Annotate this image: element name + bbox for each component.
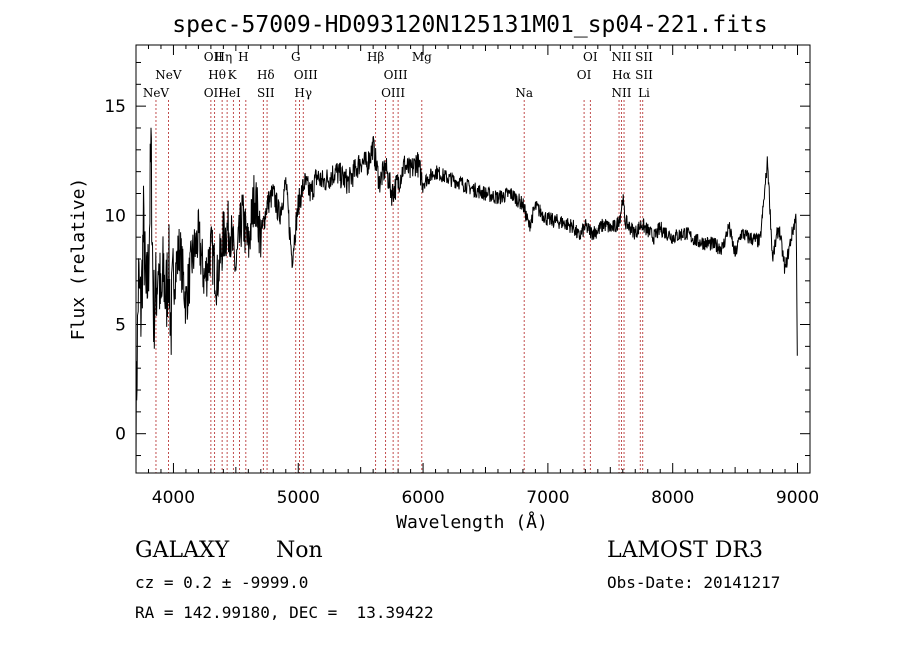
chart-title: spec-57009-HD093120N125131M01_sp04-221.f… (172, 12, 767, 38)
y-tick-label-5: 5 (115, 316, 126, 336)
y-axis-label: Flux (relative) (68, 178, 89, 341)
line-label-9: Hδ (257, 68, 275, 82)
line-label-18: Na (515, 86, 533, 100)
line-label-24: SII (635, 50, 653, 64)
line-label-3: Hη (215, 50, 233, 64)
y-tick-label-10: 10 (104, 206, 126, 226)
line-label-16: OIII (381, 86, 405, 100)
x-axis-label: Wavelength (Å) (396, 511, 548, 533)
line-label-6: H (238, 50, 248, 64)
line-label-19: OI (583, 50, 598, 64)
line-label-21: NII (612, 50, 632, 64)
line-label-8: HeI (218, 86, 241, 100)
x-tick-label-9000: 9000 (776, 488, 819, 508)
line-label-5: OII (204, 86, 224, 100)
line-marker-group (155, 100, 644, 473)
x-tick-label-5000: 5000 (277, 488, 320, 508)
line-label-7: K (228, 68, 238, 82)
line-label-22: Hα (612, 68, 631, 82)
line-label-1: NeV (155, 68, 182, 82)
subclass-label: Non (276, 538, 323, 563)
line-label-4: Hθ (208, 68, 226, 82)
obs-date-line: Obs-Date: 20141217 (607, 573, 781, 592)
y-tick-label-15: 15 (104, 97, 126, 117)
line-label-17: Mg (412, 50, 432, 64)
spectrum-line (135, 127, 798, 471)
line-label-14: Hβ (367, 50, 384, 64)
line-label-25: SII (635, 68, 653, 82)
y-tick-label-0: 0 (115, 425, 126, 445)
x-tick-label-8000: 8000 (651, 488, 694, 508)
survey-label: LAMOST DR3 (607, 538, 763, 563)
line-label-15: OIII (384, 68, 408, 82)
redshift-line: cz = 0.2 ± -9999.0 (135, 573, 309, 592)
line-label-11: G (291, 50, 301, 64)
x-tick-label-4000: 4000 (152, 488, 195, 508)
line-label-group: NeVNeVOIIHηHθOIIHKHeIHδSIIGOIIIHγHβOIIIO… (143, 50, 653, 100)
line-label-10: SII (257, 86, 275, 100)
line-label-0: NeV (143, 86, 170, 100)
y-axis: 0 5 10 15 (104, 61, 810, 457)
line-label-20: OI (577, 68, 592, 82)
class-label: GALAXY (135, 538, 230, 563)
line-label-2: OII (204, 50, 224, 64)
line-label-13: Hγ (294, 86, 312, 100)
x-tick-label-7000: 7000 (526, 488, 569, 508)
x-axis: 4000 5000 6000 7000 8000 9000 (135, 45, 819, 508)
line-label-23: NII (612, 86, 632, 100)
line-label-26: Li (638, 86, 650, 100)
x-tick-label-6000: 6000 (401, 488, 444, 508)
line-label-12: OIII (294, 68, 318, 82)
coordinates-line: RA = 142.99180, DEC = 13.39422 (135, 603, 434, 622)
plot-frame (135, 44, 811, 474)
